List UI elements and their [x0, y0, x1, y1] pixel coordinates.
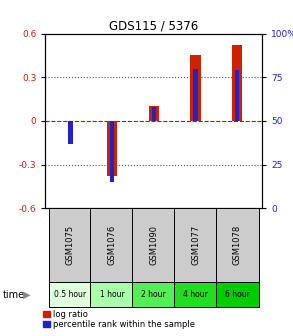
Legend: log ratio, percentile rank within the sample: log ratio, percentile rank within the sa…: [42, 309, 196, 330]
Bar: [107, 121, 117, 176]
Text: GSM1078: GSM1078: [233, 225, 242, 265]
Text: 2 hour: 2 hour: [142, 290, 166, 299]
Text: GSM1077: GSM1077: [191, 225, 200, 265]
Text: 4 hour: 4 hour: [183, 290, 208, 299]
Bar: [174, 282, 217, 307]
Bar: [49, 282, 92, 307]
Text: GSM1090: GSM1090: [149, 225, 158, 265]
Bar: [149, 107, 159, 121]
Bar: [216, 208, 259, 282]
Bar: [216, 282, 259, 307]
Bar: [190, 55, 201, 121]
Bar: [91, 208, 134, 282]
Bar: [132, 208, 176, 282]
Text: 1 hour: 1 hour: [100, 290, 125, 299]
Bar: [49, 208, 92, 282]
Bar: [152, 107, 156, 121]
Text: time: time: [3, 290, 25, 300]
Title: GDS115 / 5376: GDS115 / 5376: [109, 19, 198, 33]
Bar: [174, 208, 217, 282]
Text: GSM1076: GSM1076: [108, 225, 117, 265]
Text: GSM1075: GSM1075: [66, 225, 75, 265]
Text: 6 hour: 6 hour: [225, 290, 250, 299]
Bar: [110, 121, 114, 182]
Bar: [193, 69, 197, 121]
Text: 0.5 hour: 0.5 hour: [54, 290, 86, 299]
Bar: [235, 70, 239, 121]
Bar: [132, 282, 176, 307]
Text: ▶: ▶: [23, 290, 30, 300]
Bar: [68, 121, 73, 144]
Bar: [91, 282, 134, 307]
Bar: [232, 45, 242, 121]
